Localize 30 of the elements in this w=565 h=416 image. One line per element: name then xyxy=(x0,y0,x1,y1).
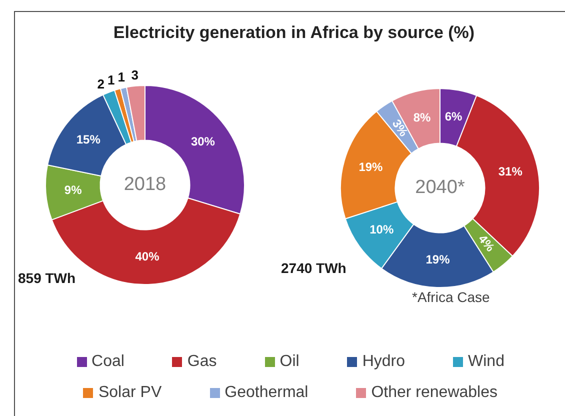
legend-label: Solar PV xyxy=(98,383,162,403)
data-label: 19% xyxy=(426,252,450,266)
data-label: 3 xyxy=(131,68,138,83)
data-label: 15% xyxy=(76,132,101,147)
data-label: 8% xyxy=(413,110,432,124)
data-label: 40% xyxy=(135,249,160,264)
text: 2740 TWh xyxy=(281,260,346,276)
legend-label: Hydro xyxy=(362,352,406,372)
data-label: 4% xyxy=(476,232,498,255)
legend-label: Wind xyxy=(468,352,504,372)
data-label: 3% xyxy=(389,116,411,140)
legend-label: Geothermal xyxy=(224,383,308,403)
legend-label: Other renewables xyxy=(371,383,498,403)
data-label: 31% xyxy=(498,164,523,179)
data-label: 10% xyxy=(370,222,394,237)
legend-label: Gas xyxy=(187,352,217,372)
data-label: 1 xyxy=(118,70,125,85)
data-label: 2 xyxy=(97,76,105,92)
data-label: 6% xyxy=(444,109,463,124)
chart-title: Electricity generation in Africa by source (%) xyxy=(113,23,475,42)
slice-label: 2040* xyxy=(415,177,466,198)
text: *Africa Case xyxy=(412,289,490,305)
text: 859 TWh xyxy=(18,270,76,286)
legend-label: Oil xyxy=(280,352,300,372)
data-label: 19% xyxy=(358,160,384,174)
slice-label: 2018 xyxy=(124,174,166,196)
legend-label: Coal xyxy=(92,352,124,372)
data-label: 1 xyxy=(108,72,115,88)
data-label: 30% xyxy=(190,134,216,148)
data-label: 9% xyxy=(64,182,82,197)
